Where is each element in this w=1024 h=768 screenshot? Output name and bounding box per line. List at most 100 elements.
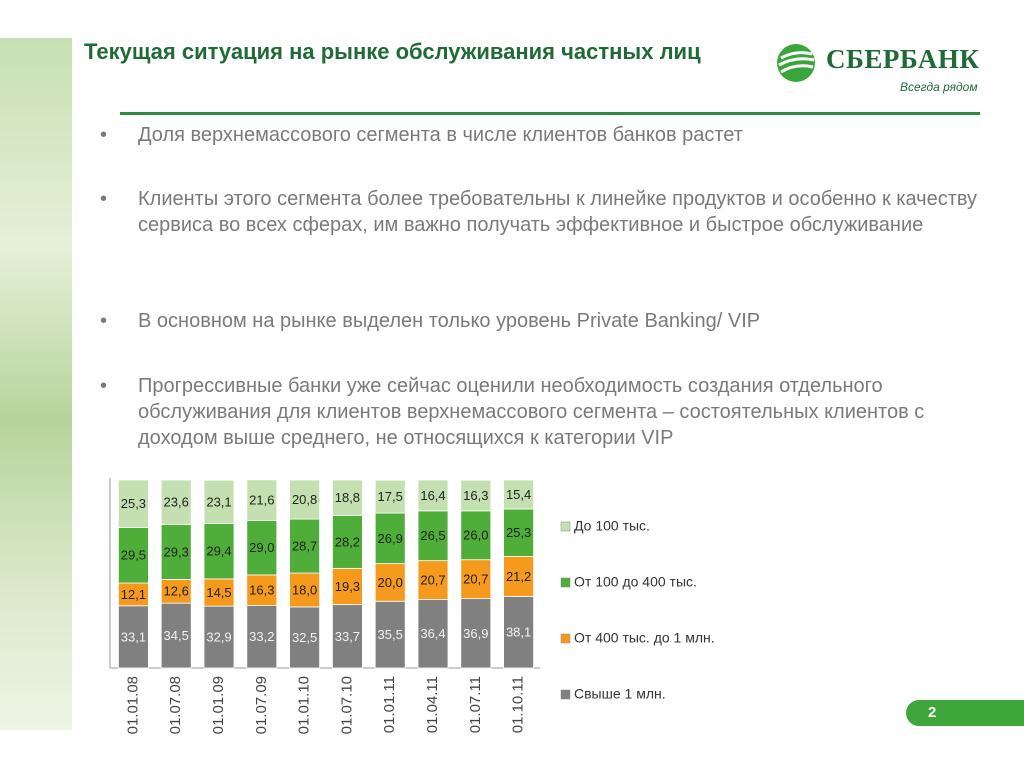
x-tick-label: 01.07.09 <box>253 676 270 734</box>
bar-segment <box>203 479 235 525</box>
bullet: • Прогрессивные банки уже сейчас оценили … <box>100 373 1000 451</box>
bar-segment <box>417 599 449 669</box>
bar-segment <box>331 604 363 669</box>
bar-segment <box>331 567 363 606</box>
bar-segment <box>460 510 492 561</box>
bar-segment <box>203 605 235 669</box>
legend-swatch <box>560 633 571 644</box>
data-label: 12,6 <box>164 584 189 599</box>
data-label: 35,5 <box>378 627 403 642</box>
x-tick-label: 01.07.11 <box>467 676 484 733</box>
data-label: 32,9 <box>206 630 231 645</box>
bar-segment <box>503 508 535 557</box>
logo-slogan: Всегда рядом <box>900 80 978 94</box>
data-label: 26,0 <box>463 528 488 543</box>
data-label: 16,3 <box>463 488 488 503</box>
bar-segment <box>118 479 149 528</box>
bar-segment <box>374 512 406 565</box>
slide-title: Текущая ситуация на рынке обслуживания ч… <box>84 39 701 64</box>
data-label: 28,7 <box>292 539 317 554</box>
bar-segment <box>374 563 406 602</box>
bar-segment <box>246 605 278 669</box>
legend-swatch <box>560 577 571 588</box>
bar-segment <box>160 602 192 669</box>
bar-segment <box>417 560 449 600</box>
bullet-text: В основном на рынке выделен только урове… <box>138 310 761 332</box>
legend-swatch <box>560 521 571 532</box>
data-label: 21,2 <box>506 569 531 584</box>
data-label: 14,5 <box>206 585 231 600</box>
page-number: 2 <box>906 700 1024 726</box>
data-label: 23,6 <box>164 495 189 510</box>
bullet-text: Доля верхнемассового сегмента в числе кл… <box>138 124 743 146</box>
data-label: 33,1 <box>121 629 146 644</box>
bar-segment <box>118 527 149 584</box>
bar-segment <box>374 479 406 514</box>
data-label: 26,5 <box>420 528 445 543</box>
data-label: 26,9 <box>378 531 403 546</box>
bar-segment <box>374 600 406 669</box>
logo-icon <box>777 44 815 82</box>
bar-segment <box>460 479 492 512</box>
legend-label: От 100 до 400 тыс. <box>574 574 697 590</box>
bar-segment <box>503 479 535 510</box>
data-label: 38,1 <box>506 625 531 640</box>
bar-segment <box>160 579 192 604</box>
bar-segment <box>331 514 363 569</box>
bar-segment <box>246 520 278 576</box>
logo-name: СБЕРБАНК <box>826 44 980 74</box>
bar-segment <box>203 523 235 580</box>
legend-swatch <box>560 689 571 700</box>
x-tick-label: 01.10.11 <box>510 676 527 733</box>
bar-segment <box>118 582 149 607</box>
data-label: 25,3 <box>506 525 531 540</box>
legend-label: Свыше 1 млн. <box>574 686 666 702</box>
data-label: 34,5 <box>164 628 189 643</box>
data-label: 20,0 <box>378 575 403 590</box>
bullet: • Доля верхнемассового сегмента в числе к… <box>100 122 1000 148</box>
data-label: 16,4 <box>420 488 445 503</box>
decor-strip <box>0 38 72 730</box>
bar-segment <box>289 606 321 669</box>
data-label: 29,0 <box>249 540 274 555</box>
data-label: 12,1 <box>121 587 146 602</box>
bar-segment <box>203 578 235 607</box>
bar-segment <box>417 479 449 512</box>
bar-segment <box>160 479 192 525</box>
bar-segment <box>289 518 321 574</box>
bar-segment <box>289 572 321 608</box>
bar-segment <box>246 574 278 606</box>
x-tick-label: 01.04.11 <box>424 676 441 733</box>
x-tick-label: 01.01.10 <box>296 676 313 734</box>
data-label: 18,0 <box>292 582 317 597</box>
bullet-text: Клиенты этого сегмента более требователь… <box>138 188 978 236</box>
bar-segment <box>503 556 535 597</box>
bar-segment <box>160 523 192 580</box>
bar-segment <box>460 559 492 600</box>
data-label: 29,4 <box>206 544 231 559</box>
data-label: 16,3 <box>249 583 274 598</box>
data-label: 18,8 <box>335 490 360 505</box>
legend-label: До 100 тыс. <box>574 518 650 534</box>
data-label: 28,2 <box>335 534 360 549</box>
data-label: 29,5 <box>121 548 146 563</box>
x-tick-label: 01.01.11 <box>381 676 398 733</box>
data-label: 36,9 <box>463 626 488 641</box>
bar-segment <box>289 479 321 520</box>
data-label: 33,7 <box>335 629 360 644</box>
legend-label: От 400 тыс. до 1 млн. <box>574 630 715 646</box>
data-label: 19,3 <box>335 579 360 594</box>
x-tick-label: 01.01.08 <box>124 676 141 734</box>
bar-segment <box>417 510 449 562</box>
data-label: 15,4 <box>506 487 531 502</box>
data-label: 32,5 <box>292 630 317 645</box>
data-label: 20,8 <box>292 492 317 507</box>
x-tick-label: 01.07.08 <box>167 676 184 734</box>
title-rule <box>120 112 980 115</box>
x-tick-label: 01.07.10 <box>338 676 355 734</box>
data-label: 25,3 <box>121 496 146 511</box>
data-label: 21,6 <box>249 493 274 508</box>
bar-segment <box>503 595 535 669</box>
x-tick-label: 01.01.09 <box>210 676 227 734</box>
